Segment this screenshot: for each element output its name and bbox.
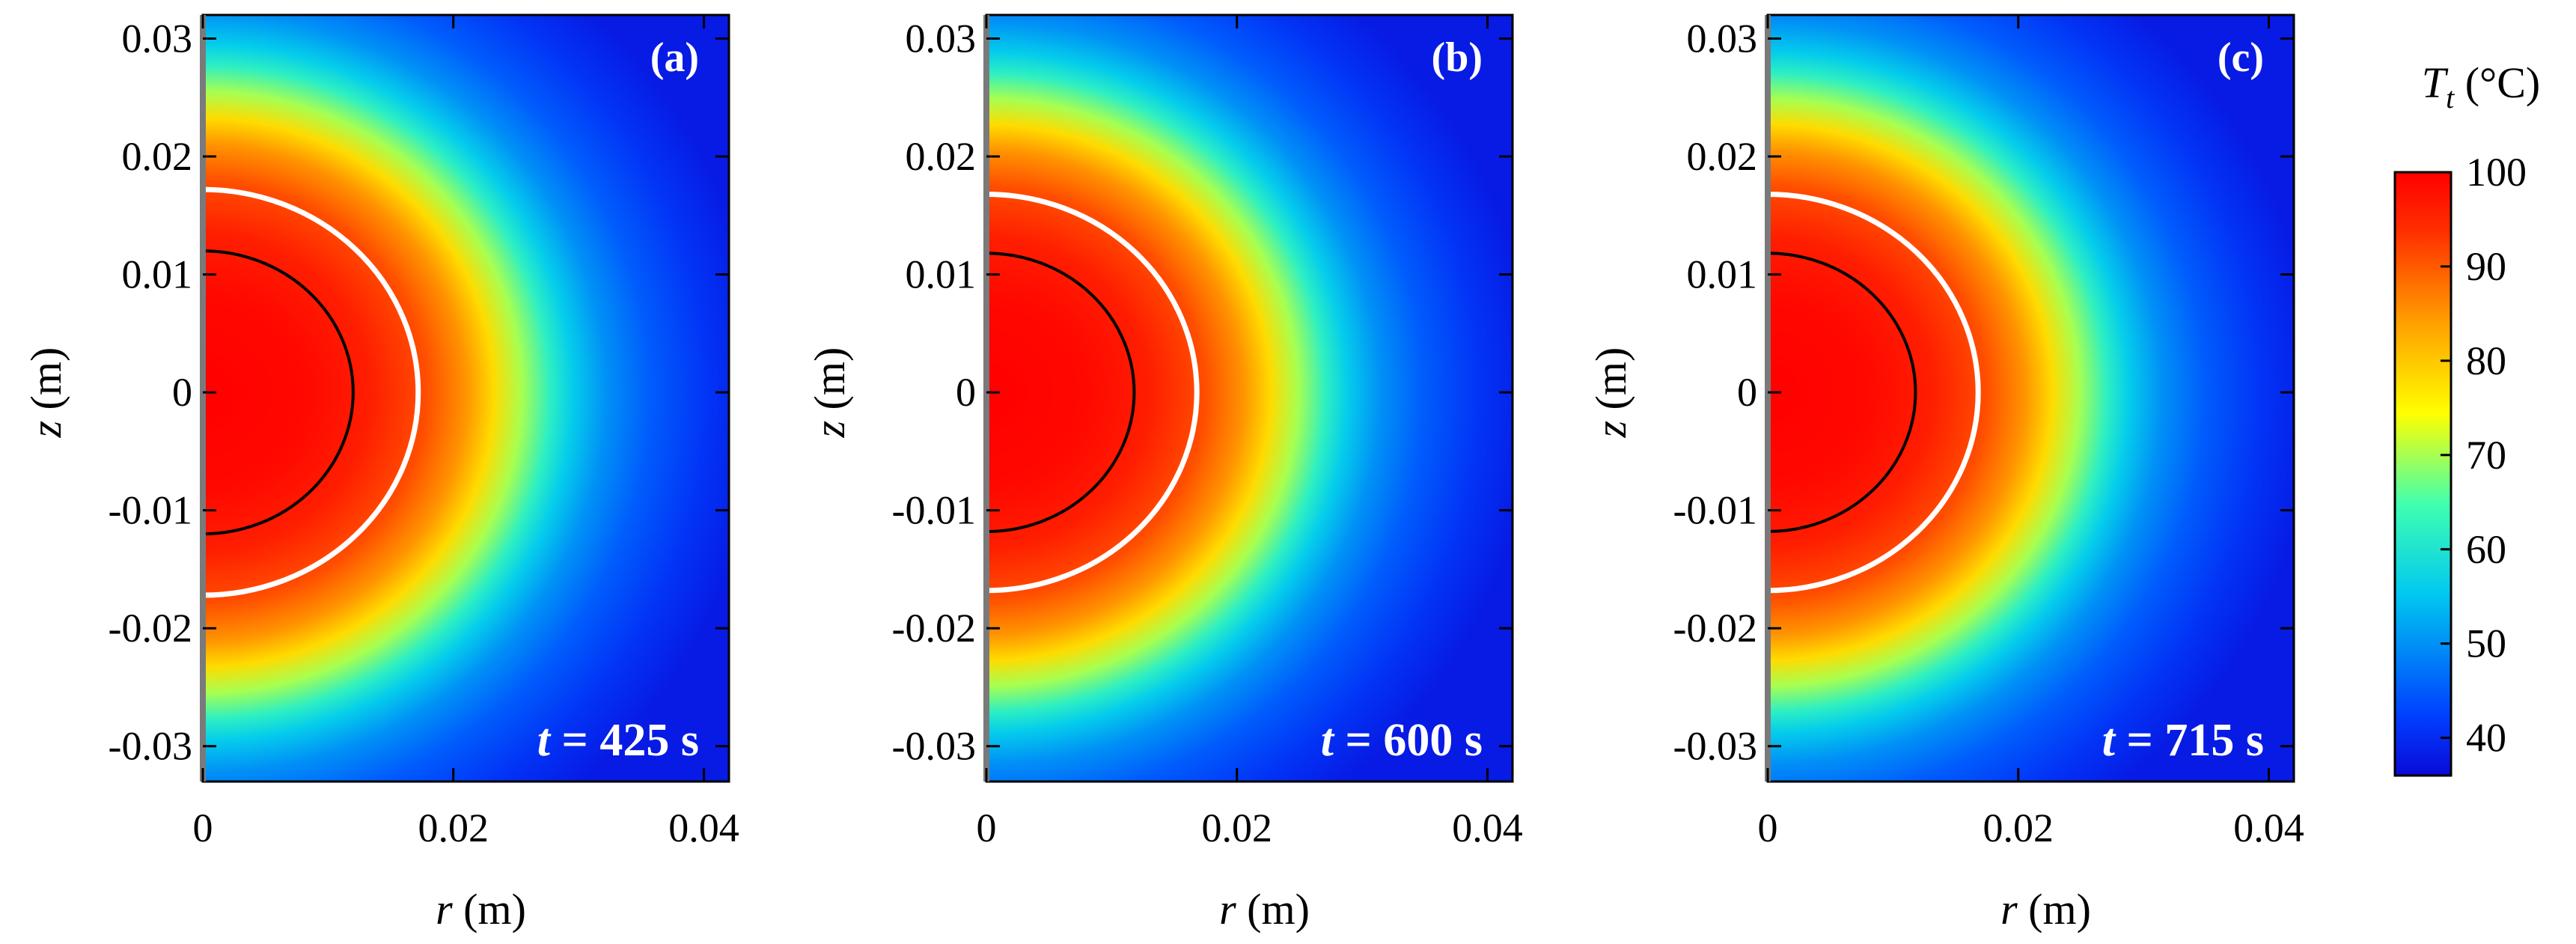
colorbar-title: Tt (°C) <box>2422 58 2540 115</box>
x-tick-label: 0.04 <box>1452 806 1523 850</box>
contour-outer <box>986 191 1200 594</box>
time-label: t = 425 s <box>537 715 699 766</box>
colorbar-tick-label: 100 <box>2466 150 2527 195</box>
colorbar-tick-label: 80 <box>2466 338 2506 383</box>
x-tick-label: 0 <box>193 806 213 850</box>
y-tick-label: 0.01 <box>906 252 977 297</box>
panel-b: 0.030.020.010-0.01-0.02-0.030 0.02 0.04r (… <box>805 13 1523 934</box>
colorbar-tick-label: 70 <box>2466 433 2506 478</box>
colorbar-tick-label: 40 <box>2466 716 2506 761</box>
contour-inner <box>203 249 355 536</box>
heatmap-field <box>986 15 1513 782</box>
time-label: t = 715 s <box>2102 715 2264 766</box>
y-tick-label: -0.03 <box>1673 724 1757 769</box>
y-tick-label: -0.02 <box>1673 606 1757 651</box>
y-axis-label: z (m) <box>805 347 854 439</box>
y-tick-label: 0.01 <box>122 252 193 297</box>
y-tick-label: -0.02 <box>892 606 976 651</box>
x-tick-label: 0.02 <box>1202 806 1273 850</box>
y-tick-label: 0 <box>1737 370 1757 415</box>
panels: 0.030.020.010-0.01-0.02-0.030 0.02 0.04r (… <box>22 13 2304 934</box>
x-axis-label: r (m) <box>1219 885 1310 934</box>
y-tick-label: -0.01 <box>892 488 976 533</box>
panel-letter: (b) <box>1432 34 1483 81</box>
heatmap-field <box>1768 15 2294 782</box>
panel-letter: (c) <box>2218 34 2264 81</box>
y-axis-label: z (m) <box>22 347 70 439</box>
x-tick-label: 0 <box>977 806 997 850</box>
y-tick-label: 0.03 <box>906 16 977 61</box>
time-label: t = 600 s <box>1321 715 1483 766</box>
y-tick-label: 0 <box>172 370 192 415</box>
y-tick-label: 0.02 <box>122 134 193 179</box>
y-axis-label: z (m) <box>1587 347 1635 439</box>
x-tick-label: 0 <box>1758 806 1778 850</box>
y-tick-label: 0.01 <box>1687 252 1758 297</box>
contour-outer <box>1768 191 1981 594</box>
y-tick-label: -0.02 <box>109 606 192 651</box>
y-tick-label: 0.02 <box>1687 134 1758 179</box>
heatmap-field <box>203 15 729 782</box>
colorbar-tick-label: 60 <box>2466 527 2506 572</box>
y-tick-label: 0.03 <box>1687 16 1758 61</box>
colorbar-gradient <box>2395 172 2451 776</box>
contour-inner <box>986 252 1136 534</box>
colorbar-tick-label: 90 <box>2466 244 2506 289</box>
x-tick-label: 0.04 <box>668 806 739 850</box>
colorbar: 100 90 80 70 60 50 40 Tt (°C) <box>2393 58 2540 777</box>
y-tick-label: 0.02 <box>906 134 977 179</box>
contour-outer <box>203 186 421 598</box>
x-tick-label: 0.02 <box>1983 806 2054 850</box>
panel-letter: (a) <box>650 34 699 81</box>
colorbar-tick-label: 50 <box>2466 621 2506 666</box>
y-tick-label: -0.03 <box>109 724 192 769</box>
y-tick-label: -0.01 <box>1673 488 1757 533</box>
panel-c: 0.030.020.010-0.01-0.02-0.030 0.02 0.04r (… <box>1587 13 2304 934</box>
x-tick-label: 0.02 <box>418 806 489 850</box>
contour-inner <box>1768 252 1917 534</box>
colorbar-frame <box>2393 171 2453 777</box>
y-tick-label: -0.03 <box>892 724 976 769</box>
x-axis-label: r (m) <box>2000 885 2091 934</box>
y-tick-label: -0.01 <box>109 488 192 533</box>
panel-a: 0.030.020.010-0.01-0.02-0.030 0.02 0.04r (… <box>22 13 739 934</box>
y-tick-label: 0 <box>956 370 976 415</box>
x-tick-label: 0.04 <box>2233 806 2304 850</box>
y-tick-label: 0.03 <box>122 16 193 61</box>
x-axis-label: r (m) <box>436 885 526 934</box>
